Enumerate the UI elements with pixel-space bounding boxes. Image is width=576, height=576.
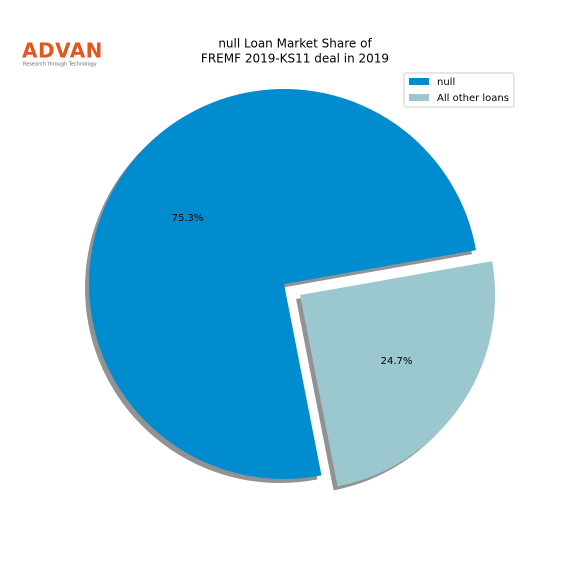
legend-swatch [409, 94, 429, 101]
pie: 75.3% 24.7% [85, 89, 496, 491]
slice [89, 89, 477, 480]
legend: null All other loans [403, 72, 515, 108]
chart-title: FREMF 2019-KS11 deal in 2019 [201, 52, 389, 66]
legend-label: All other loans [437, 93, 509, 104]
value-label: 24.7% [381, 356, 413, 367]
legend-box [403, 72, 515, 108]
logo-tagline: Research through Technology [23, 62, 97, 68]
chart-title: null Loan Market Share of [218, 37, 372, 51]
value-label: 75.3% [172, 213, 204, 224]
legend-swatch [409, 78, 429, 85]
legend-label: null [437, 77, 455, 88]
logo-name: ADVAN [22, 39, 103, 63]
slice [300, 261, 496, 487]
